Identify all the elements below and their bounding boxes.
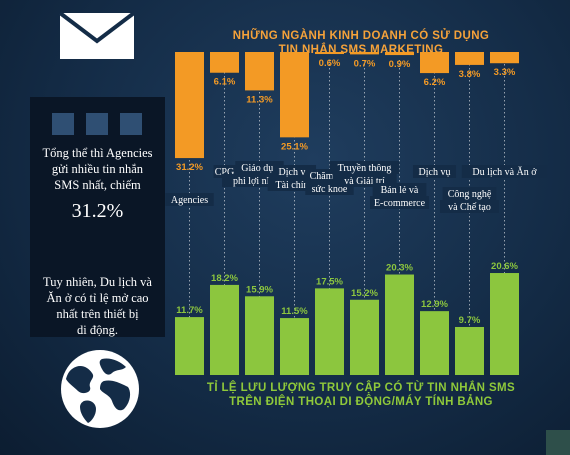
category-label: và Chế tạo [448, 202, 491, 213]
top-value-label: 0.7% [354, 58, 376, 69]
category-label: Agencies [171, 195, 208, 206]
category-label: Truyền thông [338, 163, 392, 174]
top-value-label: 11.3% [246, 94, 273, 105]
decor-square [86, 113, 108, 135]
top-bar [385, 52, 414, 56]
top-bar [350, 52, 379, 55]
top-value-label: 0.9% [389, 59, 411, 70]
top-title-line1: NHỮNG NGÀNH KINH DOANH CÓ SỬ DỤNG [232, 30, 490, 42]
bottom-bar [210, 284, 239, 375]
side-note-line: nhất trên thiết bị [56, 307, 139, 321]
bottom-bar [245, 296, 274, 375]
top-bar [315, 52, 344, 55]
bottom-bar [315, 288, 344, 375]
category-label-bg [372, 183, 427, 196]
corner-decor [546, 430, 570, 455]
bottom-bar [420, 311, 449, 375]
category-label-bg [165, 193, 214, 206]
bottom-bar [350, 299, 379, 375]
category-label: và Giải trí [344, 176, 385, 187]
bottom-title-line2: TRÊN ĐIỆN THOẠI DI ĐỘNG/MÁY TÍNH BẢNG [229, 396, 493, 408]
category-label: E-commerce [374, 198, 426, 209]
side-note-line: di động. [77, 323, 118, 337]
category-label: Giáo dục [241, 163, 278, 174]
envelope-icon [58, 11, 136, 59]
bottom-value-label: 20.6% [491, 261, 518, 272]
bottom-chart-title: TỈ LỆ LƯU LƯỢNG TRUY CẬP CÓ TỪ TIN NHẮN … [166, 381, 556, 409]
top-value-label: 3.8% [459, 69, 481, 80]
top-value-label: 25.1% [281, 141, 308, 152]
side-note-line: Ăn ở có tỉ lệ mở cao [46, 291, 149, 305]
category-label: Chăm sóc [310, 171, 350, 182]
bottom-bar [455, 326, 484, 375]
top-bar [420, 52, 449, 74]
top-value-label: 6.2% [424, 77, 446, 88]
side-info-panel: Tổng thể thì Agencies gửi nhiều tin nhắn… [30, 97, 165, 337]
bottom-value-label: 17.5% [316, 276, 343, 287]
bottom-bar [385, 274, 414, 375]
category-label-bg [329, 161, 400, 174]
bottom-value-label: 12.9% [421, 299, 448, 310]
bottom-bar [175, 317, 204, 375]
category-label-bg [440, 200, 499, 213]
category-label: Du lịch và Ăn ở [472, 166, 537, 178]
side-note-top: Tổng thể thì Agencies gửi nhiều tin nhắn… [30, 145, 165, 193]
side-note-line: gửi nhiều tin nhắn [51, 162, 144, 176]
globe-icon [61, 350, 139, 428]
category-label-bg [461, 165, 548, 178]
side-note-line: Tổng thể thì Agencies [42, 146, 153, 160]
top-value-label: 0.6% [319, 58, 341, 69]
category-label-bg [412, 165, 457, 178]
side-note-line: SMS nhất, chiếm [54, 178, 141, 192]
top-bar [210, 52, 239, 73]
bottom-title-line1: TỈ LỆ LƯU LƯỢNG TRUY CẬP CÓ TỪ TIN NHẮN … [206, 382, 516, 394]
side-big-value: 31.2% [71, 200, 124, 222]
top-bar [455, 52, 484, 65]
bottom-value-label: 20.3% [386, 263, 413, 274]
top-bar [245, 52, 274, 91]
category-label: CPG [215, 167, 234, 178]
category-label: Tài chính [275, 180, 313, 191]
category-label: sức khỏe [312, 184, 348, 195]
top-value-label: 6.1% [214, 77, 236, 88]
category-label-bg [442, 187, 497, 200]
side-note-line: Tuy nhiên, Du lịch và [43, 275, 152, 289]
top-bar [175, 52, 204, 159]
top-bar [280, 52, 309, 138]
category-label: phi lợi nhuận [233, 176, 286, 187]
bottom-value-label: 18.2% [211, 273, 238, 284]
top-value-label: 3.3% [494, 67, 516, 78]
category-label: Công nghệ [448, 189, 492, 200]
category-label: Dịch vụ [419, 167, 451, 178]
bottom-bar [490, 273, 519, 375]
bottom-value-label: 9.7% [459, 315, 481, 326]
category-label-bg [370, 196, 429, 209]
category-label: Dịch vụ [279, 167, 311, 178]
bottom-value-label: 11.7% [176, 305, 203, 316]
bottom-bar [280, 318, 309, 375]
decor-square [120, 113, 142, 135]
category-label: Bán lẻ và [381, 185, 419, 196]
category-label-bg [272, 165, 317, 178]
top-value-label: 31.2% [176, 162, 203, 173]
bottom-value-label: 15.9% [246, 284, 273, 295]
top-bar [490, 52, 519, 64]
bottom-value-label: 15.2% [351, 288, 378, 299]
bottom-value-label: 11.5% [281, 306, 308, 317]
side-note-bottom: Tuy nhiên, Du lịch và Ăn ở có tỉ lệ mở c… [30, 274, 165, 338]
decor-square [52, 113, 74, 135]
category-label-bg [235, 161, 284, 174]
